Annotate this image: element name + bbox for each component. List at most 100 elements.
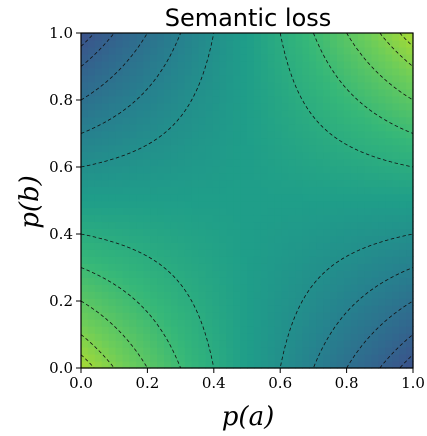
heatmap-cell bbox=[399, 242, 407, 250]
heatmap-cell bbox=[364, 298, 373, 306]
heatmap-cell bbox=[212, 277, 220, 285]
heatmap-cell bbox=[240, 151, 248, 160]
heatmap-cell bbox=[198, 228, 207, 236]
heatmap-cell bbox=[281, 361, 290, 369]
heatmap-cell bbox=[330, 60, 338, 69]
heatmap-cell bbox=[281, 326, 290, 334]
heatmap-cell bbox=[330, 200, 338, 209]
heatmap-cell bbox=[385, 116, 393, 125]
heatmap-cell bbox=[281, 249, 290, 257]
heatmap-cell bbox=[101, 312, 110, 320]
heatmap-cell bbox=[316, 193, 324, 202]
heatmap-cell bbox=[233, 361, 241, 369]
heatmap-cell bbox=[101, 123, 110, 132]
heatmap-cell bbox=[253, 228, 262, 236]
heatmap-cell bbox=[164, 200, 172, 209]
heatmap-cell bbox=[240, 165, 248, 174]
heatmap-cell bbox=[392, 151, 400, 160]
heatmap-cell bbox=[81, 347, 89, 355]
heatmap-cell bbox=[164, 319, 172, 327]
heatmap-cell bbox=[205, 361, 214, 369]
heatmap-cell bbox=[336, 270, 345, 278]
heatmap-cell bbox=[260, 74, 269, 83]
heatmap-cell bbox=[267, 60, 276, 69]
heatmap-cell bbox=[191, 151, 200, 160]
heatmap-cell bbox=[343, 200, 352, 209]
heatmap-cell bbox=[198, 235, 207, 243]
heatmap-cell bbox=[364, 60, 373, 69]
heatmap-cell bbox=[274, 263, 283, 271]
heatmap-cell bbox=[184, 102, 193, 111]
heatmap-cell bbox=[274, 137, 283, 146]
heatmap-cell bbox=[143, 305, 151, 313]
heatmap-cell bbox=[150, 186, 158, 195]
heatmap-cell bbox=[253, 326, 262, 334]
heatmap-cell bbox=[101, 60, 110, 69]
heatmap-cell bbox=[219, 186, 227, 195]
heatmap-cell bbox=[330, 95, 338, 104]
heatmap-cell bbox=[302, 361, 310, 369]
y-tick-label: 0.4 bbox=[49, 225, 73, 243]
heatmap-cell bbox=[219, 172, 227, 181]
heatmap-cell bbox=[267, 298, 276, 306]
heatmap-cell bbox=[371, 347, 380, 355]
heatmap-cell bbox=[267, 67, 276, 76]
heatmap-cell bbox=[177, 116, 186, 125]
heatmap-cell bbox=[170, 102, 179, 111]
heatmap-cell bbox=[219, 214, 227, 223]
heatmap-cell bbox=[184, 33, 193, 41]
heatmap-cell bbox=[253, 123, 262, 132]
heatmap-cell bbox=[316, 179, 324, 188]
heatmap-cell bbox=[309, 319, 317, 327]
heatmap-cell bbox=[392, 235, 400, 243]
heatmap-cell bbox=[385, 277, 393, 285]
heatmap-cell bbox=[350, 221, 359, 230]
heatmap-cell bbox=[101, 256, 110, 264]
heatmap-cell bbox=[170, 354, 179, 362]
heatmap-cell bbox=[177, 193, 186, 202]
heatmap-cell bbox=[371, 67, 380, 76]
heatmap-cell bbox=[143, 207, 151, 216]
heatmap-cell bbox=[385, 123, 393, 132]
heatmap-cell bbox=[184, 116, 193, 125]
heatmap-cell bbox=[406, 60, 414, 69]
heatmap-cell bbox=[267, 179, 276, 188]
heatmap-cell bbox=[371, 53, 380, 62]
heatmap-cell bbox=[136, 249, 144, 257]
heatmap-cell bbox=[81, 172, 89, 181]
heatmap-cell bbox=[136, 179, 144, 188]
heatmap-cell bbox=[336, 109, 345, 118]
heatmap-cell bbox=[323, 123, 331, 132]
heatmap-cell bbox=[371, 277, 380, 285]
heatmap-cell bbox=[247, 312, 255, 320]
heatmap-cell bbox=[150, 207, 158, 216]
heatmap-cell bbox=[247, 263, 255, 271]
heatmap-cell bbox=[219, 102, 227, 111]
heatmap-cell bbox=[198, 361, 207, 369]
heatmap-cell bbox=[302, 256, 310, 264]
heatmap-cell bbox=[115, 354, 124, 362]
heatmap-cell bbox=[212, 130, 220, 139]
heatmap-cell bbox=[392, 291, 400, 299]
heatmap-cell bbox=[385, 305, 393, 313]
contour-line bbox=[80, 267, 181, 369]
heatmap-cell bbox=[406, 193, 414, 202]
heatmap-cell bbox=[336, 193, 345, 202]
heatmap-cell bbox=[219, 256, 227, 264]
heatmap-cell bbox=[150, 347, 158, 355]
heatmap-cell bbox=[184, 39, 193, 48]
heatmap-cell bbox=[316, 305, 324, 313]
heatmap-cell bbox=[94, 200, 103, 209]
heatmap-cell bbox=[399, 221, 407, 230]
heatmap-cell bbox=[184, 158, 193, 167]
heatmap-cell bbox=[281, 256, 290, 264]
heatmap-cell bbox=[399, 277, 407, 285]
heatmap-cell bbox=[226, 263, 234, 271]
heatmap-cell bbox=[343, 88, 352, 97]
heatmap-cell bbox=[260, 347, 269, 355]
heatmap-cell bbox=[108, 74, 117, 83]
heatmap-cell bbox=[122, 95, 131, 104]
heatmap-cell bbox=[143, 67, 151, 76]
heatmap-cell bbox=[177, 53, 186, 62]
heatmap-cell bbox=[177, 326, 186, 334]
